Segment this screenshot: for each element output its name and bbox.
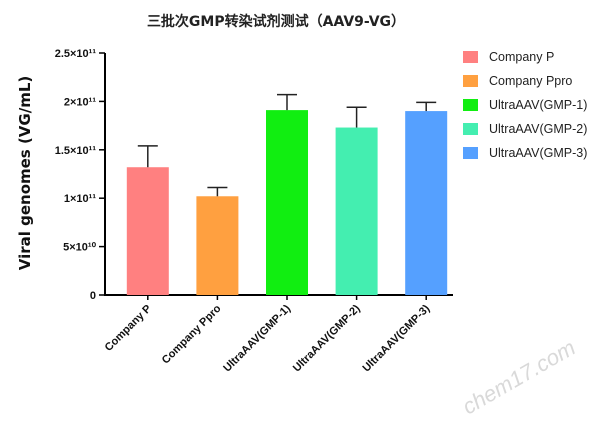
legend-swatch xyxy=(463,75,478,87)
legend-entry: Company Ppro xyxy=(489,74,572,88)
legend-swatch xyxy=(463,51,478,63)
bar xyxy=(266,110,308,295)
x-tick-label: Company P xyxy=(103,303,154,354)
legend-swatch xyxy=(463,147,478,159)
legend-entry: UltraAAV(GMP-2) xyxy=(489,122,587,136)
bar xyxy=(126,167,169,295)
y-tick-label: 0 xyxy=(90,290,96,302)
axes: 0 5×10¹⁰ 1×10¹¹ 1.5×10¹¹ 2×10¹¹ 2.5×10¹¹ xyxy=(55,48,453,302)
legend-entry: UltraAAV(GMP-3) xyxy=(489,146,587,160)
y-tick-label: 1.5×10¹¹ xyxy=(55,145,97,157)
y-tick-label: 2.5×10¹¹ xyxy=(55,48,97,60)
bar xyxy=(335,127,378,295)
x-tick-label: UltraAAV(GMP-3) xyxy=(360,302,432,374)
legend-swatch xyxy=(463,99,478,111)
x-tick-label: UltraAAV(GMP-2) xyxy=(291,302,363,374)
bar xyxy=(196,196,239,295)
legend: Company P Company Ppro UltraAAV(GMP-1) Ultr… xyxy=(463,50,587,160)
bars: Company P Company PproUltraAAV(GMP-1)Ultr… xyxy=(103,93,448,375)
y-tick-label: 2×10¹¹ xyxy=(64,96,96,108)
x-tick-label: UltraAAV(GMP-1) xyxy=(221,302,293,374)
y-tick-label: 1×10¹¹ xyxy=(64,193,96,205)
bar xyxy=(405,111,448,295)
x-tick-label: Company Ppro xyxy=(160,302,224,366)
y-tick-label: 5×10¹⁰ xyxy=(63,242,96,254)
legend-entry: UltraAAV(GMP-1) xyxy=(489,98,587,112)
legend-swatch xyxy=(463,123,478,135)
legend-entry: Company P xyxy=(489,50,554,64)
y-axis-label: Viral genomes (VG/mL) xyxy=(16,76,34,271)
chart-title: 三批次GMP转染试剂测试（AAV9-VG） xyxy=(147,13,405,30)
watermark-text: chem17.com xyxy=(458,335,580,420)
